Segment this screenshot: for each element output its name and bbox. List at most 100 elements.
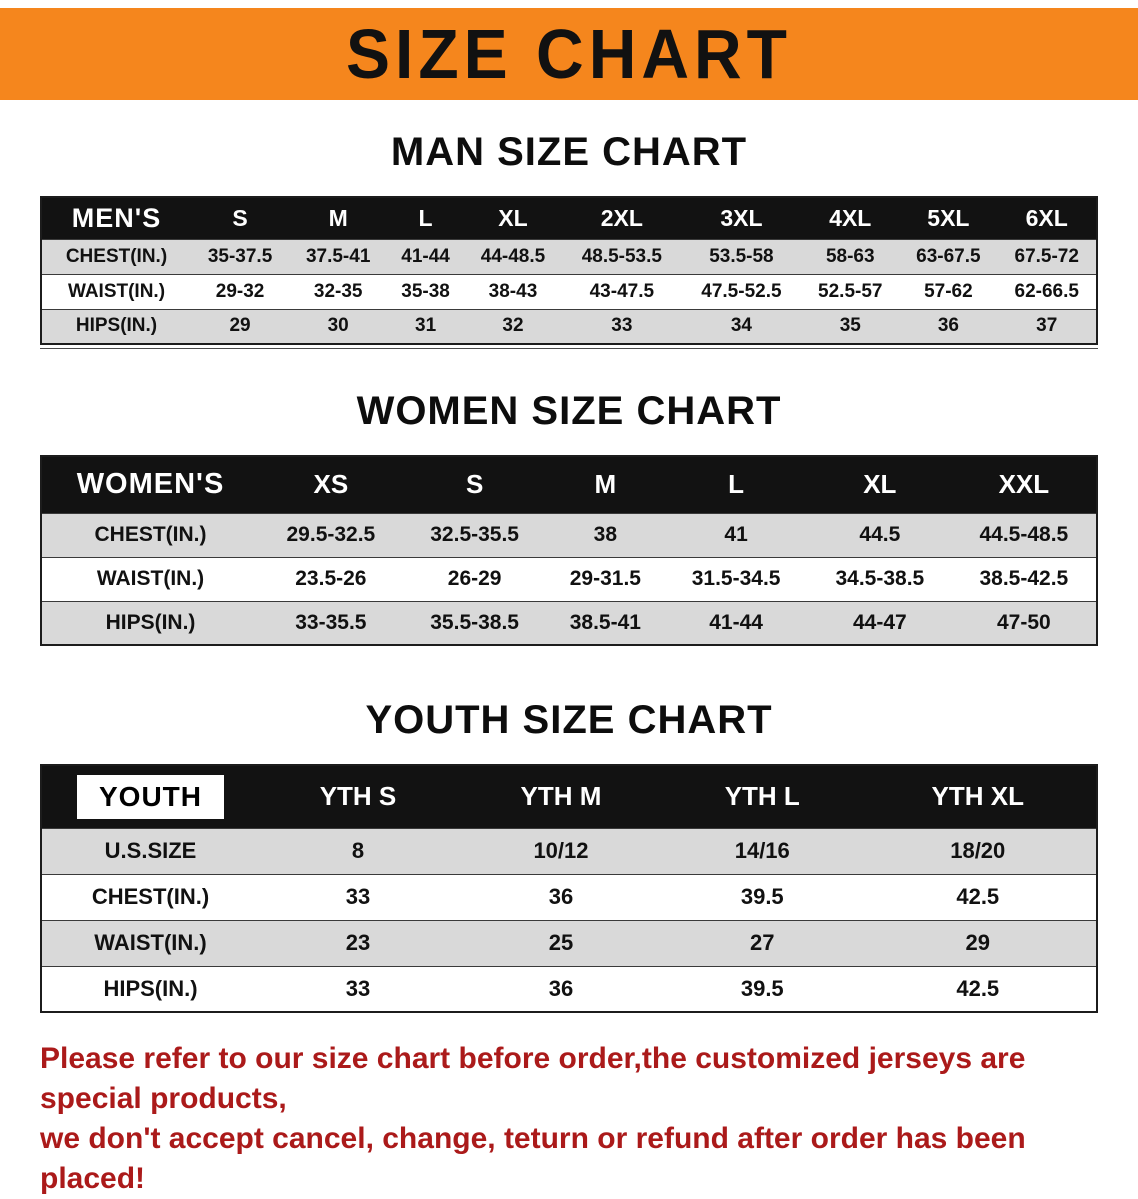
size-header-cell: 5XL bbox=[899, 197, 998, 239]
size-header-cell: 3XL bbox=[681, 197, 802, 239]
value-cell: 34 bbox=[681, 308, 802, 344]
value-cell: 42.5 bbox=[859, 873, 1097, 920]
value-cell: 47-50 bbox=[951, 600, 1097, 645]
measurement-row: HIPS(IN.) 33 36 39.5 42.5 bbox=[41, 965, 1097, 1012]
value-cell: 63-67.5 bbox=[899, 238, 998, 274]
size-header-cell: 2XL bbox=[562, 197, 682, 239]
value-cell: 10/12 bbox=[456, 827, 665, 874]
header-label: XL bbox=[863, 469, 897, 500]
size-header-cell: XXL bbox=[951, 456, 1097, 513]
header-label: S bbox=[465, 469, 484, 500]
header-label: L bbox=[418, 204, 433, 231]
header-label: YTH XL bbox=[931, 781, 1024, 812]
value-cell: 29-32 bbox=[191, 273, 290, 309]
row-label-cell: WAIST(IN.) bbox=[41, 273, 191, 309]
value-cell: 41 bbox=[664, 512, 808, 557]
size-header-cell: XL bbox=[463, 197, 563, 239]
value-cell: 36 bbox=[899, 308, 998, 344]
header-label: MEN'S bbox=[71, 202, 162, 233]
size-header-cell: 6XL bbox=[997, 197, 1097, 239]
header-label: 5XL bbox=[927, 204, 970, 231]
size-header-cell: L bbox=[387, 197, 464, 239]
banner-title: SIZE CHART bbox=[346, 15, 792, 93]
size-header-cell: YTH L bbox=[665, 765, 860, 828]
header-label: 4XL bbox=[829, 204, 872, 231]
value-cell: 43-47.5 bbox=[562, 273, 682, 309]
value-cell: 48.5-53.5 bbox=[562, 238, 682, 274]
header-label: XS bbox=[313, 469, 349, 500]
header-row: YOUTH YTH S YTH M YTH L YTH XL bbox=[41, 765, 1097, 828]
value-cell: 26-29 bbox=[402, 556, 547, 601]
value-cell: 25 bbox=[456, 919, 665, 966]
row-label-cell: WAIST(IN.) bbox=[41, 556, 259, 601]
value-cell: 39.5 bbox=[665, 965, 860, 1012]
value-cell: 41-44 bbox=[664, 600, 808, 645]
value-cell: 29 bbox=[191, 308, 290, 344]
row-label-cell: CHEST(IN.) bbox=[41, 873, 259, 920]
header-label: M bbox=[594, 469, 617, 500]
size-header-cell: YTH M bbox=[456, 765, 665, 828]
value-cell: 33 bbox=[259, 873, 457, 920]
value-cell: 37.5-41 bbox=[289, 238, 388, 274]
women-size-table: WOMEN'S XS S M L XL XXL CHEST(IN.) 29.5-32.5 32.5… bbox=[40, 455, 1098, 646]
header-label: YTH M bbox=[520, 781, 602, 812]
value-cell: 37 bbox=[997, 308, 1097, 344]
value-cell: 33 bbox=[562, 308, 682, 344]
size-header-cell: S bbox=[191, 197, 290, 239]
header-label: 3XL bbox=[720, 204, 763, 231]
value-cell: 39.5 bbox=[665, 873, 860, 920]
value-cell: 30 bbox=[289, 308, 388, 344]
header-label: L bbox=[728, 469, 745, 500]
table-title-cell: YOUTH bbox=[41, 765, 259, 828]
men-section: MAN SIZE CHART MEN'S S M L XL 2XL 3XL 4XL 5XL 6XL… bbox=[0, 130, 1138, 349]
size-chart-page: SIZE CHART MAN SIZE CHART MEN'S S M L XL 2XL 3… bbox=[0, 8, 1138, 1199]
youth-section-heading: YOUTH SIZE CHART bbox=[365, 698, 773, 742]
header-label: YTH S bbox=[319, 781, 397, 812]
header-label: 6XL bbox=[1025, 204, 1068, 231]
value-cell: 44-47 bbox=[807, 600, 952, 645]
header-label: 2XL bbox=[600, 204, 643, 231]
measurement-row: WAIST(IN.) 29-32 32-35 35-38 38-43 43-47.5 47.… bbox=[41, 273, 1097, 309]
measurement-row: WAIST(IN.) 23 25 27 29 bbox=[41, 919, 1097, 966]
value-cell: 35 bbox=[801, 308, 900, 344]
size-header-cell: M bbox=[289, 197, 388, 239]
row-label-cell: HIPS(IN.) bbox=[41, 600, 259, 645]
size-header-cell: L bbox=[664, 456, 808, 513]
value-cell: 31 bbox=[387, 308, 464, 344]
value-cell: 57-62 bbox=[899, 273, 998, 309]
header-label: WOMEN'S bbox=[76, 468, 225, 501]
value-cell: 23 bbox=[259, 919, 457, 966]
measurement-row: U.S.SIZE 8 10/12 14/16 18/20 bbox=[41, 827, 1097, 874]
header-row: WOMEN'S XS S M L XL XXL bbox=[41, 456, 1097, 513]
disclaimer: Please refer to our size chart before or… bbox=[40, 1039, 1098, 1199]
value-cell: 36 bbox=[456, 873, 665, 920]
row-label-cell: CHEST(IN.) bbox=[41, 238, 191, 274]
value-cell: 38.5-42.5 bbox=[951, 556, 1097, 601]
value-cell: 52.5-57 bbox=[801, 273, 900, 309]
value-cell: 8 bbox=[259, 827, 457, 874]
value-cell: 53.5-58 bbox=[681, 238, 802, 274]
value-cell: 31.5-34.5 bbox=[664, 556, 808, 601]
value-cell: 32.5-35.5 bbox=[402, 512, 547, 557]
measurement-row: CHEST(IN.) 33 36 39.5 42.5 bbox=[41, 873, 1097, 920]
header-label: M bbox=[328, 204, 348, 231]
row-label-cell: U.S.SIZE bbox=[41, 827, 259, 874]
header-label: XL bbox=[498, 204, 528, 231]
size-header-cell: S bbox=[402, 456, 547, 513]
value-cell: 29.5-32.5 bbox=[259, 512, 403, 557]
value-cell: 44.5-48.5 bbox=[951, 512, 1097, 557]
value-cell: 23.5-26 bbox=[259, 556, 403, 601]
value-cell: 34.5-38.5 bbox=[807, 556, 952, 601]
size-header-cell: YTH S bbox=[259, 765, 457, 828]
row-label-cell: CHEST(IN.) bbox=[41, 512, 259, 557]
men-section-heading: MAN SIZE CHART bbox=[390, 130, 748, 174]
row-label-cell: HIPS(IN.) bbox=[41, 308, 191, 344]
header-label: YTH L bbox=[724, 781, 800, 812]
value-cell: 32 bbox=[463, 308, 563, 344]
value-cell: 41-44 bbox=[387, 238, 464, 274]
measurement-row: WAIST(IN.) 23.5-26 26-29 29-31.5 31.5-34.5 34… bbox=[41, 556, 1097, 601]
measurement-row: CHEST(IN.) 29.5-32.5 32.5-35.5 38 41 44.5 44.5… bbox=[41, 512, 1097, 557]
youth-section: YOUTH SIZE CHART YOUTH YTH S YTH M YTH L YTH… bbox=[0, 698, 1138, 1013]
row-label-cell: WAIST(IN.) bbox=[41, 919, 259, 966]
header-row: MEN'S S M L XL 2XL 3XL 4XL 5XL 6XL bbox=[41, 197, 1097, 239]
